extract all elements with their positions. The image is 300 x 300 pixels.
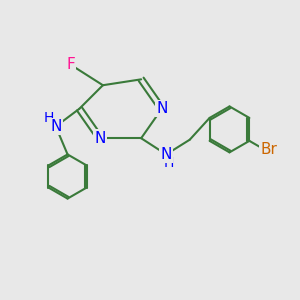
Text: N: N xyxy=(94,131,106,146)
Text: H: H xyxy=(43,111,54,124)
Text: N: N xyxy=(160,147,172,162)
Text: N: N xyxy=(156,101,167,116)
Text: N: N xyxy=(50,119,61,134)
Text: H: H xyxy=(164,156,174,170)
Text: F: F xyxy=(66,57,75,72)
Text: Br: Br xyxy=(261,142,278,157)
